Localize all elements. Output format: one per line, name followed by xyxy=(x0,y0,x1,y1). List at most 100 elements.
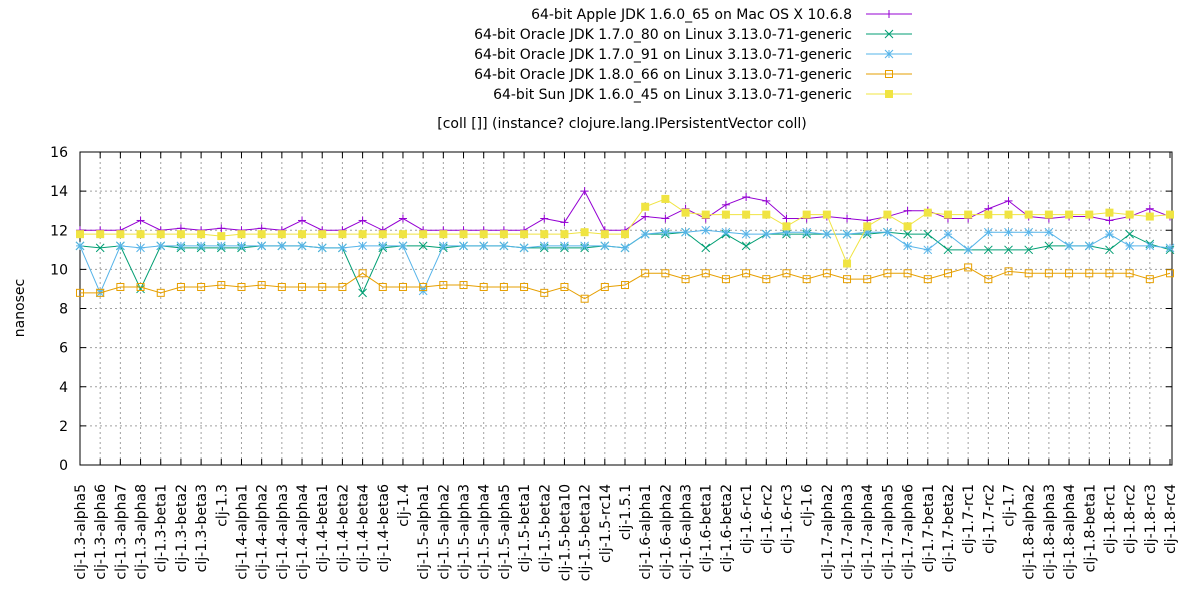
x-tick-label: clj-1.8-rc1 xyxy=(1102,484,1118,554)
y-tick-label: 8 xyxy=(59,302,68,318)
x-tick-label: clj-1.7-alpha5 xyxy=(880,484,896,580)
data-point xyxy=(176,230,185,239)
data-point xyxy=(1145,241,1155,251)
x-tick-label: clj-1.7-alpha2 xyxy=(820,484,836,580)
y-axis-label: nanosec xyxy=(12,279,28,338)
data-point xyxy=(338,243,347,253)
data-point xyxy=(1125,229,1134,239)
y-tick-label: 10 xyxy=(50,262,68,278)
data-point xyxy=(842,229,852,239)
data-point xyxy=(1024,269,1033,278)
data-point xyxy=(661,269,670,278)
data-point xyxy=(116,241,125,251)
data-point xyxy=(257,241,267,251)
data-point xyxy=(1105,229,1114,239)
data-point xyxy=(459,241,468,251)
x-tick-label: clj-1.4-beta6 xyxy=(376,484,392,572)
legend-item: 64-bit Oracle JDK 1.7.0_80 on Linux 3.13… xyxy=(474,27,912,43)
x-tick-label: clj-1.3-beta2 xyxy=(174,484,190,572)
x-tick-label: clj-1.8-alpha4 xyxy=(1062,484,1078,580)
data-point xyxy=(883,269,892,278)
data-point xyxy=(822,229,832,239)
data-point xyxy=(439,230,448,239)
data-point xyxy=(1044,269,1053,278)
data-point xyxy=(701,225,711,235)
data-point xyxy=(540,214,549,223)
data-point xyxy=(721,275,730,284)
legend-marker xyxy=(885,70,893,78)
data-point xyxy=(520,282,529,291)
data-point xyxy=(701,243,711,253)
data-point xyxy=(681,227,690,237)
x-tick-label: clj-1.6-rc1 xyxy=(739,484,755,554)
data-point xyxy=(520,230,529,239)
x-tick-label: clj-1.3-alpha8 xyxy=(134,484,150,580)
data-point xyxy=(681,275,690,284)
legend-label: 64-bit Oracle JDK 1.7.0_80 on Linux 3.13… xyxy=(474,27,852,43)
data-point xyxy=(156,288,165,297)
data-point xyxy=(923,229,933,239)
data-point xyxy=(358,241,367,251)
data-point xyxy=(1125,269,1134,278)
x-tick-label: clj-1.3-alpha5 xyxy=(73,484,89,580)
data-point xyxy=(277,282,286,291)
data-point xyxy=(459,281,468,290)
data-point xyxy=(277,230,286,239)
data-point xyxy=(600,282,609,291)
data-point xyxy=(116,230,125,239)
data-point xyxy=(1105,208,1114,217)
data-point xyxy=(701,269,710,278)
data-point xyxy=(1085,269,1094,278)
data-point xyxy=(802,210,811,219)
data-point xyxy=(1004,227,1013,237)
data-point xyxy=(560,282,569,291)
data-point xyxy=(1065,269,1074,278)
data-point xyxy=(923,275,932,284)
data-point xyxy=(217,224,226,233)
legend-label: 64-bit Apple JDK 1.6.0_65 on Mac OS X 10… xyxy=(531,7,852,23)
legend-label: 64-bit Sun JDK 1.6.0_45 on Linux 3.13.0-… xyxy=(493,87,852,103)
data-point xyxy=(499,241,509,251)
data-point xyxy=(721,227,731,237)
legend-item: 64-bit Sun JDK 1.6.0_45 on Linux 3.13.0-… xyxy=(493,87,912,103)
y-tick-label: 6 xyxy=(59,341,68,357)
data-point xyxy=(136,230,145,239)
data-point xyxy=(943,269,952,278)
y-tick-label: 4 xyxy=(59,380,68,396)
data-point xyxy=(479,282,488,291)
data-point xyxy=(539,241,549,251)
x-tick-label: clj-1.5-alpha1 xyxy=(416,484,432,580)
data-point xyxy=(843,259,852,268)
data-point xyxy=(1044,227,1054,237)
data-point xyxy=(318,230,327,239)
x-tick-label: clj-1.5-beta10 xyxy=(557,484,573,581)
data-point xyxy=(216,241,226,251)
data-point xyxy=(96,288,105,297)
data-point xyxy=(459,230,468,239)
data-point xyxy=(439,281,448,290)
x-tick-label: clj-1.7-beta1 xyxy=(921,484,937,572)
data-point xyxy=(903,222,912,231)
data-point xyxy=(641,269,650,278)
data-point xyxy=(257,281,266,290)
data-point xyxy=(297,241,307,251)
x-tick-label: clj-1.4-alpha1 xyxy=(234,484,250,580)
data-point xyxy=(136,284,145,294)
series-4 xyxy=(76,194,1174,268)
data-point xyxy=(257,230,266,239)
data-point xyxy=(782,222,791,231)
x-tick-label: clj-1.5-beta1 xyxy=(517,484,533,572)
data-point xyxy=(1125,210,1134,219)
series-3 xyxy=(76,263,1174,303)
data-point xyxy=(762,196,771,205)
x-tick-label: clj-1.3-alpha6 xyxy=(93,484,109,580)
data-point xyxy=(298,230,307,239)
x-tick-label: clj-1.6-beta2 xyxy=(719,484,735,572)
x-tick-label: clj-1.6 xyxy=(800,484,816,527)
data-point xyxy=(661,227,670,237)
data-point xyxy=(560,241,569,251)
data-point xyxy=(964,263,973,272)
data-point xyxy=(1065,210,1074,219)
data-point xyxy=(1166,210,1174,219)
data-point xyxy=(418,241,428,251)
